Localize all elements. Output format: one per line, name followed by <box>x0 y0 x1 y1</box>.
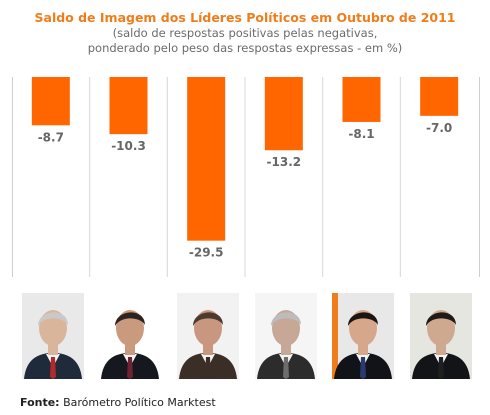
portrait-image <box>177 293 239 379</box>
bar-value-label-4: -13.2 <box>267 155 302 169</box>
plot-area <box>12 77 480 277</box>
bar-value-label-3: -29.5 <box>189 246 224 260</box>
portrait-photo-4 <box>255 293 317 379</box>
portrait-photo-6 <box>410 293 472 379</box>
bar-value-label-2: -10.3 <box>111 139 146 153</box>
source-label: Fonte: <box>20 396 60 409</box>
bar-5 <box>342 77 381 122</box>
chart-title: Saldo de Imagem dos Líderes Políticos em… <box>34 10 456 25</box>
bar-value-label-6: -7.0 <box>426 121 452 135</box>
bar-2 <box>109 77 148 135</box>
portrait-photo-3 <box>177 293 239 379</box>
portrait-row <box>12 293 478 383</box>
portrait-image <box>22 293 84 379</box>
portrait-image <box>99 293 161 379</box>
chart-subtitle: (saldo de respostas positivas pelas nega… <box>0 26 490 56</box>
subtitle-line-1: (saldo de respostas positivas pelas nega… <box>112 26 378 40</box>
bar-chart: -8.7 -10.3 -29.5 -13.2 -8.1 -7.0 <box>31 77 459 277</box>
bar-3 <box>187 77 226 241</box>
bar-value-label-1: -8.7 <box>38 130 64 144</box>
portrait-image <box>332 293 394 379</box>
bar-4 <box>264 77 303 151</box>
portrait-photo-2 <box>99 293 161 379</box>
source-note: Fonte: Barómetro Político Marktest <box>20 396 216 409</box>
source-text: Barómetro Político Marktest <box>59 396 216 409</box>
portrait-image <box>410 293 472 379</box>
subtitle-line-2: ponderado pelo peso das respostas expres… <box>87 41 403 55</box>
bar-1 <box>31 77 70 126</box>
portrait-photo-1 <box>22 293 84 379</box>
bar-value-label-5: -8.1 <box>348 127 374 141</box>
bar-6 <box>420 77 459 116</box>
portrait-image <box>255 293 317 379</box>
portrait-photo-5 <box>332 293 394 379</box>
